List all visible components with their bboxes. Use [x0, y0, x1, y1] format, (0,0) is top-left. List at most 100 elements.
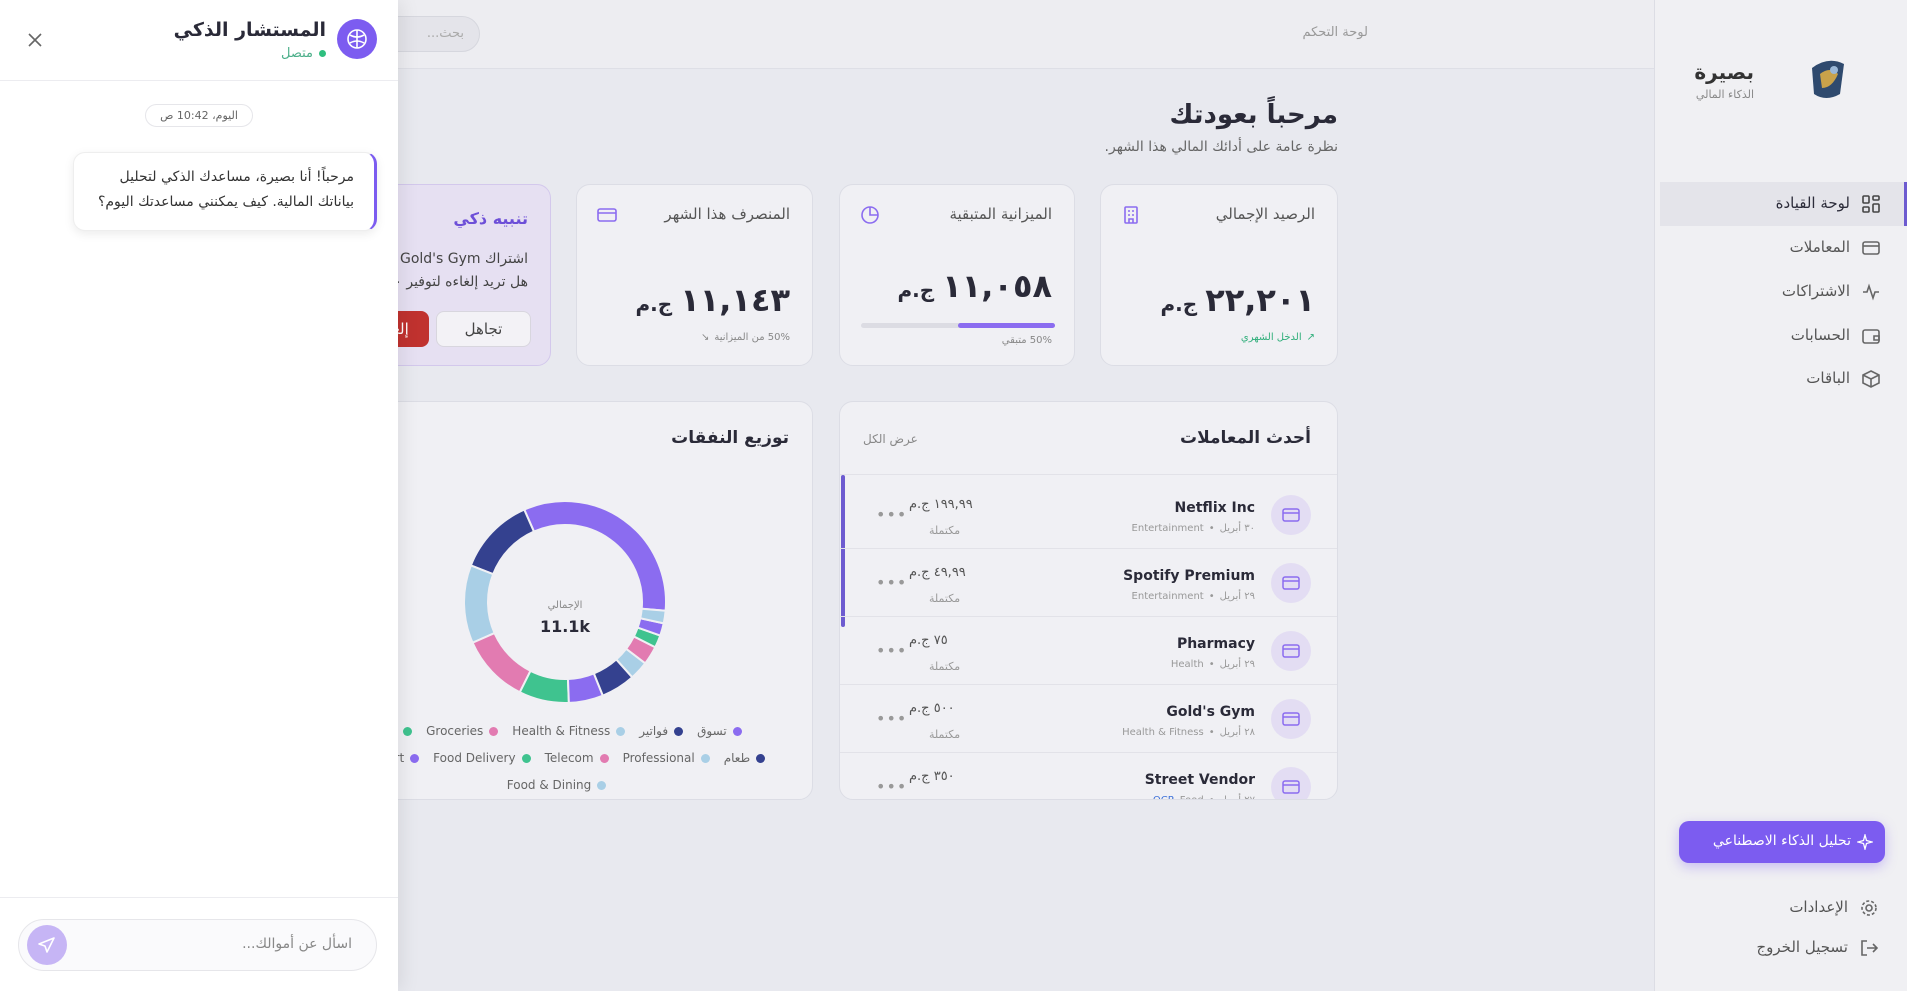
logout-link[interactable]: تسجيل الخروج	[1756, 938, 1848, 956]
card-note: 50% متبقي	[1001, 335, 1052, 346]
spending-title: توزيع النفقات	[671, 428, 789, 448]
donut-segment	[463, 564, 496, 645]
view-all[interactable]: عرض الكل	[863, 432, 918, 446]
donut-chart: الإجمالي 11.1k	[463, 500, 667, 704]
alert-title: تنبيه ذكي	[453, 209, 528, 228]
transaction-status: مكتملة	[929, 592, 961, 605]
transaction-name: Street Vendor	[1144, 772, 1255, 788]
transaction-amount: ٤٩,٩٩ ج.م	[909, 565, 966, 580]
transaction-icon	[1271, 495, 1311, 535]
legend-swatch	[597, 780, 607, 790]
donut-center-label: الإجمالي	[548, 600, 583, 611]
nav-icon	[1862, 329, 1880, 344]
settings-link[interactable]: الإعدادات	[1789, 898, 1848, 916]
transaction-date: ٢٨ أبريل	[1219, 727, 1255, 738]
alert-text: اشتراك Gold's Gym غير	[376, 251, 528, 267]
separator: •	[1208, 523, 1215, 534]
more-button[interactable]: •••	[876, 505, 908, 524]
legend-item: Food Delivery	[433, 751, 531, 765]
transaction-name: Netflix Inc	[1174, 500, 1255, 516]
progress-fill	[958, 323, 1055, 328]
nav-item[interactable]: الاشتراكات	[1781, 282, 1850, 300]
nav-item[interactable]: الباقات	[1806, 369, 1850, 387]
status-text: متصل	[280, 46, 313, 61]
separator: •	[1208, 727, 1215, 738]
progress-track	[861, 323, 1055, 328]
more-button[interactable]: •••	[876, 573, 908, 592]
donut-segment	[639, 607, 667, 625]
transaction-icon	[1271, 699, 1311, 739]
transaction-date: ٣٠ أبريل	[1219, 523, 1255, 534]
legend-swatch	[489, 726, 499, 736]
ai-button[interactable]: تحليل الذكاء الاصطناعي	[1679, 821, 1885, 863]
card-title: الرصيد الإجمالي	[1215, 205, 1315, 223]
nav-item[interactable]: لوحة القيادة	[1775, 194, 1850, 212]
transaction-row: Street Vendor ٢٧ أبريل • Food OCR ٣٥٠ ج.م•••	[840, 753, 1337, 800]
transaction-status: مكتملة	[929, 524, 961, 537]
transaction-category: Food	[1180, 795, 1204, 799]
card-note: 50% من الميزانية	[714, 332, 790, 343]
card-title: الميزانية المتبقية	[949, 205, 1052, 223]
transaction-row: Netflix Inc ٣٠ أبريل • Entertainment ١٩٩,٩٩ …	[840, 481, 1337, 549]
more-button[interactable]: •••	[876, 709, 908, 728]
transaction-meta: ٣٠ أبريل • Entertainment	[1132, 523, 1255, 534]
card-currency: ج.م	[1160, 292, 1198, 316]
more-button[interactable]: •••	[876, 641, 908, 660]
transaction-meta: ٢٧ أبريل • Food OCR	[1153, 795, 1255, 799]
donut-total: 11.1k	[540, 617, 590, 636]
transaction-meta: ٢٩ أبريل • Entertainment	[1132, 591, 1255, 602]
chat-avatar	[337, 19, 377, 59]
legend-item: Groceries	[426, 724, 499, 738]
scrollbar	[841, 475, 845, 627]
ai-icon	[1857, 834, 1873, 850]
legend-item: طعام	[724, 751, 766, 765]
separator: •	[1209, 795, 1215, 799]
legend-item: Professional	[623, 751, 710, 765]
transaction-date: ٢٩ أبريل	[1219, 659, 1255, 670]
donut-segment	[518, 669, 570, 704]
transaction-row: Gold's Gym ٢٨ أبريل • Health & Fitness ٥٠٠ ج…	[840, 685, 1337, 753]
transaction-category: Entertainment	[1131, 523, 1204, 534]
chat-input[interactable]: اسأل عن أموالك...	[18, 919, 377, 971]
legend-item: Health & Fitness	[512, 724, 626, 738]
chat-status: متصل	[281, 46, 326, 61]
ai-button-label: تحليل الذكاء الاصطناعي	[1712, 833, 1851, 849]
transaction-category: Health	[1170, 659, 1204, 670]
divider	[840, 474, 1337, 475]
transaction-icon	[1271, 563, 1311, 603]
close-button[interactable]	[28, 33, 42, 47]
card-icon	[861, 206, 879, 224]
nav-item[interactable]: الحسابات	[1790, 326, 1850, 344]
card-amount: ٢٢,٢٠١	[1205, 281, 1315, 319]
settings-icon	[1861, 900, 1877, 916]
dismiss-button[interactable]: تجاهل	[436, 311, 531, 347]
status-pill	[917, 799, 969, 800]
legend-row: Food & Dining	[301, 778, 812, 792]
card-title: المنصرف هذا الشهر	[664, 205, 790, 223]
icon	[1282, 576, 1300, 590]
legend-swatch	[599, 753, 609, 763]
page-title: مرحباً بعودتك	[1169, 100, 1339, 130]
stat-card: الميزانية المتبقية ١١,٠٥٨ ج.م 50% متبقي	[839, 184, 1075, 366]
separator: •	[1208, 659, 1215, 670]
input-placeholder: اسأل عن أموالك...	[242, 936, 352, 952]
transaction-amount: ٧٥ ج.م	[909, 633, 948, 648]
icon	[1282, 644, 1300, 658]
nav-icon	[1862, 195, 1880, 213]
alert-text: هل تريد إلغاءه لتوفير ٥٠٠	[379, 274, 528, 290]
more-button[interactable]: •••	[876, 777, 908, 796]
legend-label: Telecom	[544, 751, 594, 765]
card-currency: ج.م	[897, 278, 935, 302]
brand-name: بصيرة	[1694, 60, 1754, 84]
send-button[interactable]	[27, 925, 67, 965]
brand-tagline: الذكاء المالي	[1695, 88, 1754, 101]
transaction-status: مكتملة	[929, 728, 961, 741]
card-amount: ١١,١٤٣	[680, 281, 790, 319]
nav-item[interactable]: المعاملات	[1789, 238, 1850, 256]
legend-label: Food Delivery	[433, 751, 516, 765]
transaction-row: Spotify Premium ٢٩ أبريل • Entertainment ٤٩,…	[840, 549, 1337, 617]
transactions-card: أحدث المعاملات عرض الكل Netflix Inc ٣٠ أب…	[839, 401, 1338, 800]
ocr-badge: OCR	[1153, 795, 1175, 799]
nav-icon	[1862, 241, 1880, 255]
